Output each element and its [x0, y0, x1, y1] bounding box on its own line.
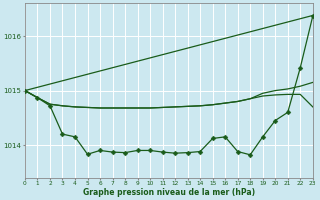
X-axis label: Graphe pression niveau de la mer (hPa): Graphe pression niveau de la mer (hPa): [83, 188, 255, 197]
